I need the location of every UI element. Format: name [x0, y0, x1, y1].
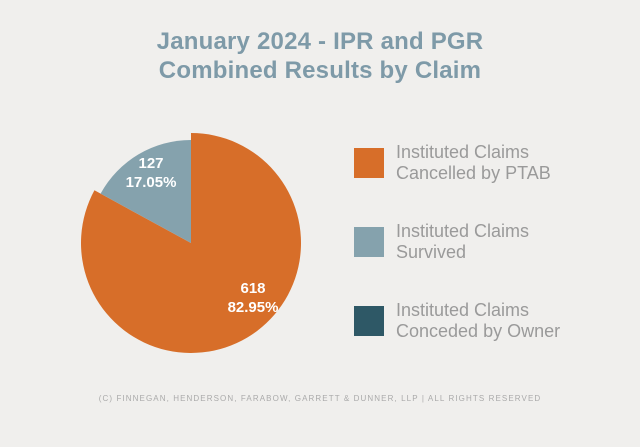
pie-slice-label: 127: [138, 155, 163, 172]
legend-label-conceded-by-owner: Instituted Claims Conceded by Owner: [396, 300, 560, 342]
pie-slice-label: 618: [240, 280, 265, 297]
legend-swatch-dark-teal: [354, 306, 384, 336]
legend-item-cancelled-by-ptab: Instituted Claims Cancelled by PTAB: [354, 142, 560, 184]
pie-slice: [100, 140, 191, 243]
legend-label-line1: Instituted Claims: [396, 142, 530, 162]
legend-label-line1: Instituted Claims: [396, 300, 530, 320]
pie-slice-label: 82.95%: [228, 299, 279, 316]
chart-title-line1: January 2024 - IPR and PGR: [156, 28, 484, 55]
pie-slice-label: 17.05%: [126, 174, 177, 191]
chart-legend: Instituted Claims Cancelled by PTAB Inst…: [354, 142, 560, 379]
legend-label-line2: Conceded by Owner: [396, 321, 561, 341]
legend-item-survived: Instituted Claims Survived: [354, 221, 560, 263]
legend-item-conceded-by-owner: Instituted Claims Conceded by Owner: [354, 300, 560, 342]
chart-title-line2: Combined Results by Claim: [158, 57, 482, 84]
chart-title: January 2024 - IPR and PGR Combined Resu…: [0, 27, 640, 85]
legend-swatch-orange: [354, 148, 384, 178]
pie-slice: [80, 133, 301, 353]
legend-label-survived: Instituted Claims Survived: [396, 221, 529, 263]
legend-label-line2: Survived: [396, 242, 467, 262]
legend-label-line2: Cancelled by PTAB: [396, 163, 551, 183]
legend-label-line1: Instituted Claims: [396, 221, 530, 241]
legend-label-cancelled-by-ptab: Instituted Claims Cancelled by PTAB: [396, 142, 551, 184]
copyright-footer: (C) FINNEGAN, HENDERSON, FARABOW, GARRET…: [98, 394, 542, 403]
legend-swatch-gray-blue: [354, 227, 384, 257]
